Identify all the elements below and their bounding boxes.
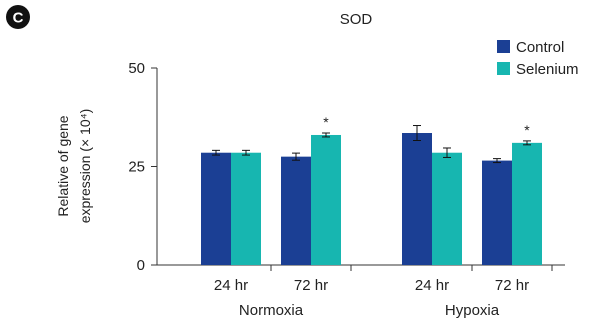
legend-swatch-selenium (497, 62, 510, 75)
legend: Control Selenium (497, 39, 579, 78)
error-bar (443, 147, 451, 158)
y-axis-label-line1: Relative of gene (55, 115, 71, 216)
y-ticks: 0 25 50 (128, 60, 157, 274)
y-tick-label: 0 (137, 257, 145, 274)
bar-selenium (311, 134, 341, 265)
x-tick-label: 24 hr (214, 277, 248, 294)
error-bar (493, 158, 501, 164)
x-tick-label: 72 hr (294, 277, 328, 294)
error-bar (242, 149, 250, 156)
legend-label: Selenium (516, 61, 579, 78)
significance-marker: * (323, 114, 329, 130)
panel-label: C (13, 10, 24, 27)
bar-control (482, 160, 512, 265)
x-tick-label: 24 hr (415, 277, 449, 294)
error-bar (212, 149, 220, 156)
bar-control (402, 133, 432, 265)
bar-selenium (231, 152, 261, 265)
error-bar (523, 140, 531, 146)
error-bar (322, 132, 330, 138)
x-group-label: Normoxia (239, 302, 304, 319)
legend-label: Control (516, 39, 564, 56)
significance-marker: * (524, 122, 530, 138)
error-bar (413, 125, 421, 141)
x-tick-labels: 24 hr 72 hr 24 hr 72 hr Normoxia Hypoxia (214, 265, 553, 319)
panel-label-badge: C (6, 5, 30, 29)
chart-title: SOD (340, 11, 373, 28)
bar-selenium (432, 152, 462, 265)
y-tick-label: 50 (128, 60, 145, 77)
y-axis-label-line2: expression (× 10⁴) (77, 109, 93, 224)
error-bar (292, 152, 300, 161)
bar-control (201, 152, 231, 265)
x-group-label: Hypoxia (445, 302, 500, 319)
bars: * * (201, 114, 542, 265)
bar-control (281, 156, 311, 265)
bar-selenium (512, 142, 542, 265)
y-tick-label: 25 (128, 159, 145, 176)
x-tick-label: 72 hr (495, 277, 529, 294)
legend-swatch-control (497, 40, 510, 53)
